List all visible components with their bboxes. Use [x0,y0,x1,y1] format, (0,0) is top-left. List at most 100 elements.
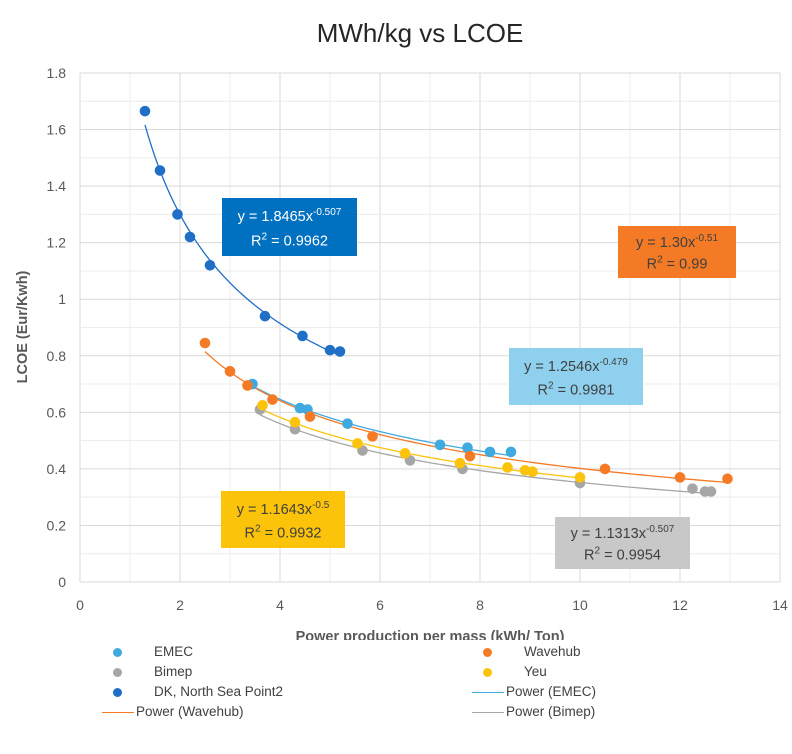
y-tick-label-0: 0 [58,574,66,590]
y-tick-label-4: 0.8 [47,348,67,364]
point-wavehub-6 [464,450,476,462]
trendline-wavehub [204,351,728,484]
legend-label-yeu: Yeu [524,664,547,679]
x-tick-label-7: 14 [772,597,788,613]
point-dk-north-sea-point2-4 [204,259,216,271]
y-tick-label-9: 1.8 [47,65,67,81]
y-tick-label-5: 1 [58,291,66,307]
point-emec-7 [505,446,517,458]
legend-label-dk-north-sea: DK, North Sea Point2 [154,684,284,699]
r-squared-text-yeu: R2 = 0.9932 [245,524,322,542]
legend-label-bimep: Bimep [154,664,193,679]
chart-title: MWh/kg vs LCOE [317,18,524,48]
x-tick-label-2: 4 [276,597,284,613]
point-dk-north-sea-point2-3 [184,231,196,243]
point-wavehub-1 [224,366,236,377]
point-wavehub-2 [242,380,253,391]
point-emec-4 [434,439,446,451]
x-tick-label-5: 10 [572,597,588,613]
point-yeu-2 [352,438,363,449]
chart-svg: MWh/kg vs LCOE Power production per mass… [15,18,788,645]
legend-label-wavehub: Wavehub [524,644,581,659]
point-dk-north-sea-point2-1 [154,165,166,176]
point-dk-north-sea-point2-5 [259,310,271,322]
legend-label-power-emec: Power (EMEC) [506,684,597,699]
point-emec-6 [484,446,496,458]
legend-line-power-wavehub [102,712,134,713]
x-axis-label: Power production per mass (kWh/ Ton) [296,629,565,640]
r-squared-text-wavehub: R2 = 0.99 [647,255,708,273]
equation-box-bg-emec [509,348,643,405]
equation-box-bg-dk-north-sea-point2 [222,198,357,256]
legend-label-power-bimep: Power (Bimep) [506,704,596,719]
point-dk-north-sea-point2-8 [334,346,346,357]
point-wavehub-4 [304,411,316,422]
equation-text-yeu: y = 1.1643x-0.5 [237,500,330,518]
trendline-bimep [259,414,712,495]
y-tick-label-2: 0.4 [47,461,67,477]
equation-box-bg-bimep [555,517,690,569]
point-dk-north-sea-point2-2 [172,209,183,220]
point-yeu-1 [289,416,301,428]
y-tick-label-6: 1.2 [47,235,67,251]
equation-box-yeu: y = 1.1643x-0.5 R2 = 0.9932 [221,491,345,548]
y-tick-label-3: 0.6 [47,404,67,420]
equation-exponent-emec: -0.479 [600,357,629,368]
point-dk-north-sea-point2-7 [324,344,336,356]
equation-exponent-dk-north-sea-point2: -0.507 [313,207,342,218]
r-squared-text-bimep: R2 = 0.9954 [584,546,661,564]
equation-exponent-bimep: -0.507 [646,524,675,535]
point-yeu-3 [399,448,411,459]
point-wavehub-3 [267,394,278,405]
y-tick-label-8: 1.6 [47,122,67,138]
y-tick-label-7: 1.4 [47,178,67,194]
grid-lines [79,72,781,583]
point-yeu-7 [527,466,538,478]
legend-line-power-emec [472,692,504,693]
data-points [139,105,733,497]
point-bimep-6 [687,483,698,494]
equation-exponent-yeu: -0.5 [312,500,330,511]
point-wavehub-7 [599,463,611,475]
legend-marker-emec [113,648,122,657]
point-wavehub-5 [367,431,378,442]
equation-box-bg-yeu [221,491,345,548]
r-squared-text-emec: R2 = 0.9981 [538,381,615,399]
legend-label-power-wavehub: Power (Wavehub) [136,704,244,719]
y-tick-label-1: 0.2 [47,517,67,533]
legend-line-power-bimep [472,712,504,713]
x-tick-label-4: 8 [476,597,484,613]
point-wavehub-0 [199,337,211,349]
point-dk-north-sea-point2-0 [139,105,151,117]
point-yeu-4 [454,457,466,469]
x-tick-label-6: 12 [672,597,688,613]
legend-marker-yeu [483,668,492,677]
legend-marker-dk-north-sea [113,688,122,697]
y-axis-label: LCOE (Eur/Kwh) [15,270,31,383]
equation-box-bg-wavehub [618,226,736,278]
legend: EMEC Wavehub Bimep Yeu DK, North Sea Poi… [0,643,792,754]
r-squared-text-dk-north-sea-point2: R2 = 0.9962 [251,232,328,250]
legend-marker-bimep [113,668,122,677]
point-wavehub-8 [674,472,686,483]
point-wavehub-9 [722,473,733,485]
point-emec-5 [462,442,473,453]
point-yeu-0 [257,399,268,411]
point-yeu-5 [502,462,513,473]
tick-labels: 0 2 4 6 8 10 12 14 0 0.2 0.4 0.6 0.8 1 1.2 1.4 1.6 1.8 [47,65,788,613]
trendlines [144,124,728,495]
point-dk-north-sea-point2-6 [297,330,308,342]
point-yeu-8 [574,472,586,483]
legend-label-emec: EMEC [154,644,194,659]
x-tick-label-0: 0 [76,597,84,613]
point-bimep-8 [705,486,717,497]
point-emec-3 [342,418,353,429]
x-tick-label-3: 6 [376,597,384,613]
equation-exponent-wavehub: -0.51 [695,233,718,244]
